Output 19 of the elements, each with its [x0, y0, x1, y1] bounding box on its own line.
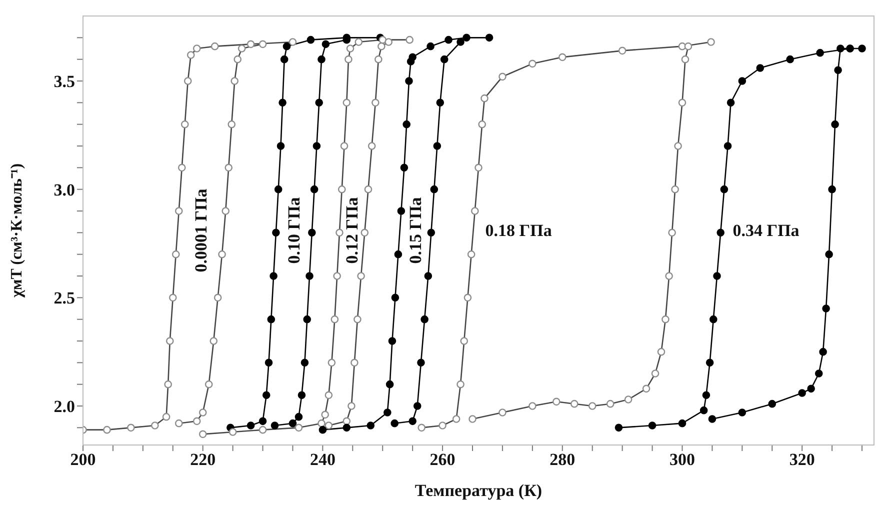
x-tick-label: 220	[190, 450, 216, 470]
x-tick-label: 240	[310, 450, 336, 470]
x-tick-label: 320	[789, 450, 815, 470]
x-tick-label: 260	[430, 450, 456, 470]
y-tick-label: 3.5	[54, 72, 75, 92]
x-tick-label: 280	[550, 450, 576, 470]
y-axis-title: χмT (см³·К·моль⁻¹)	[8, 163, 26, 299]
x-tick-label: 200	[70, 450, 96, 470]
text: 0.10 ГПа	[284, 196, 304, 264]
series-label: 0.34 ГПа	[732, 221, 800, 240]
x-axis-title: Температура (К)	[414, 481, 542, 500]
text: 0.12 ГПа	[342, 196, 362, 264]
text: 0.0001 ГПа	[191, 188, 210, 272]
y-tick-label: 3.0	[54, 180, 75, 200]
y-tick-label: 2.0	[54, 397, 75, 416]
series-label: 0.18 ГПа	[485, 221, 552, 240]
text: 0.15 ГПа	[406, 196, 426, 264]
y-tick-label: 2.5	[54, 288, 75, 308]
x-tick-label: 300	[669, 450, 695, 470]
